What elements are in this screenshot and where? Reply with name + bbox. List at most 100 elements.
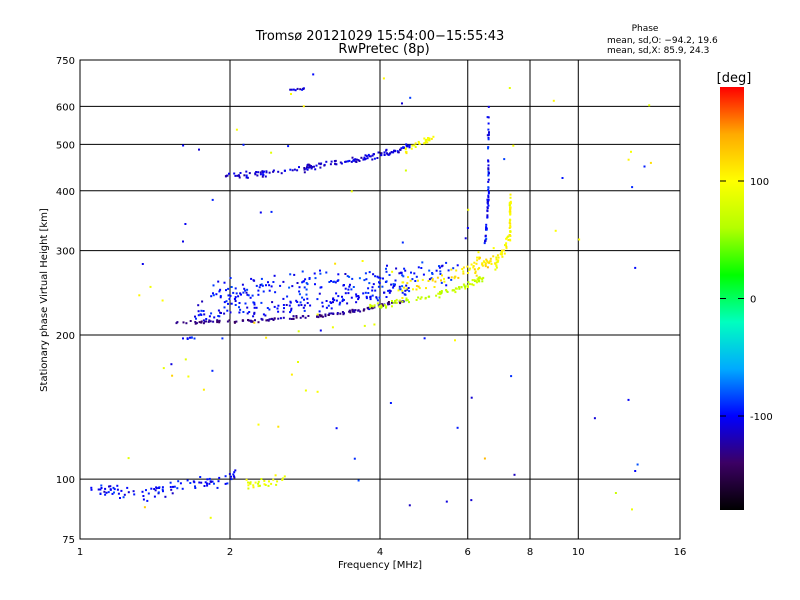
echo-point — [386, 264, 388, 267]
echo-point — [274, 291, 277, 294]
echo-point — [307, 163, 310, 166]
echo-point — [505, 247, 508, 250]
echo-point — [385, 148, 388, 151]
echo-point — [417, 266, 420, 269]
echo-point — [431, 278, 434, 280]
echo-point — [330, 280, 332, 282]
echo-point — [258, 484, 261, 487]
echo-point — [190, 336, 193, 339]
echo-point — [487, 136, 490, 139]
echo-point — [412, 288, 414, 291]
echo-point — [486, 214, 489, 217]
echo-point — [290, 309, 293, 312]
echo-point — [327, 313, 330, 316]
echo-point — [216, 486, 219, 489]
echo-point — [424, 296, 427, 299]
echo-point — [631, 186, 634, 189]
x-tick-label: 6 — [465, 547, 471, 558]
echo-point — [450, 268, 453, 271]
echo-point — [257, 480, 260, 483]
echo-point — [423, 142, 426, 145]
echo-point — [233, 172, 236, 175]
echo-point — [483, 457, 486, 460]
echo-point — [348, 285, 351, 288]
echo-point — [389, 152, 391, 155]
echo-point — [261, 318, 264, 321]
echo-point — [354, 158, 357, 161]
echo-point — [431, 273, 434, 275]
echo-point — [457, 276, 460, 279]
echo-point — [262, 171, 265, 174]
echo-point — [346, 275, 349, 278]
echo-point — [189, 336, 191, 339]
echo-point — [200, 321, 203, 324]
echo-point — [319, 272, 322, 275]
echo-point — [407, 287, 410, 289]
echo-point — [282, 280, 285, 283]
echo-point — [509, 230, 512, 233]
echo-point — [415, 275, 418, 278]
echo-point — [319, 269, 321, 272]
echo-point — [279, 284, 282, 287]
echo-point — [147, 492, 150, 495]
echo-point — [426, 141, 429, 144]
echo-point — [337, 295, 340, 298]
echo-point — [113, 491, 115, 494]
echo-point — [401, 274, 404, 277]
echo-point — [194, 315, 196, 318]
echo-point — [218, 319, 221, 322]
echo-point — [487, 170, 490, 173]
echo-point — [451, 289, 454, 292]
echo-point — [218, 290, 221, 293]
echo-point — [409, 279, 412, 282]
echo-point — [347, 160, 349, 163]
echo-point — [242, 291, 245, 294]
echo-point — [319, 163, 322, 166]
echo-point — [438, 292, 441, 295]
echo-point — [254, 481, 257, 484]
echo-point — [363, 279, 366, 282]
echo-point — [397, 289, 400, 292]
echo-point — [197, 304, 200, 307]
echo-point — [330, 312, 333, 315]
echo-point — [392, 286, 395, 289]
echo-point — [636, 463, 639, 466]
echo-point — [142, 498, 145, 501]
echo-point — [341, 300, 344, 303]
echo-point — [466, 227, 469, 229]
echo-point — [427, 295, 430, 298]
echo-point — [219, 296, 222, 299]
echo-point — [109, 488, 112, 491]
echo-point — [467, 208, 470, 211]
echo-point — [357, 296, 360, 299]
echo-point — [164, 495, 167, 498]
echo-point — [150, 487, 153, 490]
echo-point — [509, 225, 512, 228]
echo-point — [157, 491, 160, 494]
echo-point — [203, 485, 206, 487]
echo-point — [200, 481, 203, 484]
echo-point — [100, 484, 103, 487]
echo-point — [485, 227, 488, 230]
echo-point — [109, 485, 112, 488]
echo-point — [385, 305, 388, 308]
echo-point — [238, 302, 241, 304]
echo-point — [430, 137, 433, 140]
echo-point — [225, 300, 228, 303]
echo-point — [227, 287, 230, 290]
echo-point — [357, 295, 360, 297]
echo-point — [181, 487, 184, 490]
echo-point — [331, 326, 334, 329]
echo-point — [383, 291, 386, 294]
echo-point — [435, 294, 438, 297]
echo-point — [406, 288, 409, 291]
echo-point — [262, 313, 265, 316]
echo-point — [279, 317, 282, 320]
echo-point — [253, 321, 256, 324]
echo-point — [363, 156, 366, 159]
echo-point — [377, 276, 380, 279]
echo-point — [309, 304, 312, 307]
echo-point — [505, 242, 508, 245]
echo-point — [388, 303, 391, 306]
chart-subtitle: RwPretec (8p) — [338, 42, 429, 57]
